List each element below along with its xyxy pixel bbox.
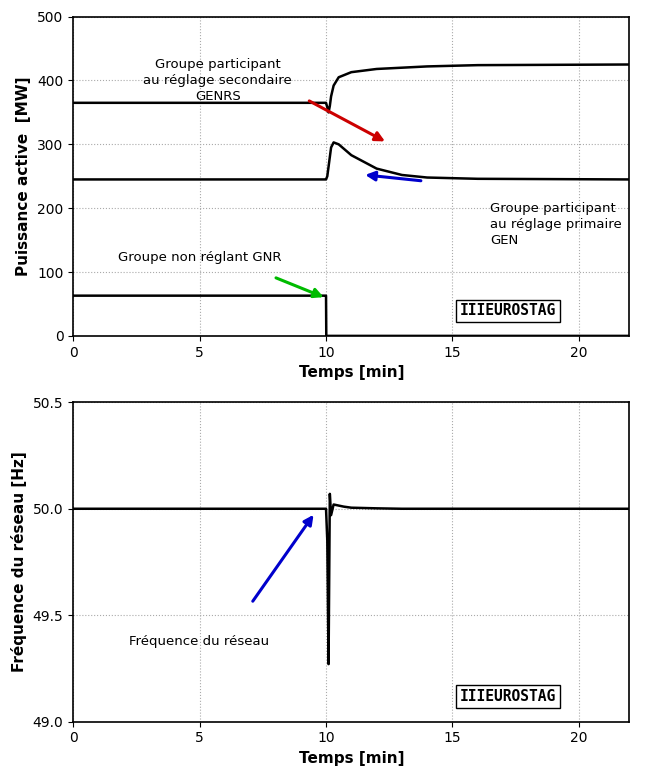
Text: Groupe participant
au réglage primaire
GEN: Groupe participant au réglage primaire G… xyxy=(490,202,622,247)
Y-axis label: Puissance active  [MW]: Puissance active [MW] xyxy=(16,76,32,276)
Text: Groupe participant
au réglage secondaire
GENRS: Groupe participant au réglage secondaire… xyxy=(144,58,292,103)
Y-axis label: Fréquence du réseau [Hz]: Fréquence du réseau [Hz] xyxy=(11,451,27,672)
Text: Fréquence du réseau: Fréquence du réseau xyxy=(129,636,269,648)
X-axis label: Temps [min]: Temps [min] xyxy=(298,365,404,380)
Text: IIIEUROSTAG: IIIEUROSTAG xyxy=(460,689,556,704)
X-axis label: Temps [min]: Temps [min] xyxy=(298,751,404,766)
Text: IIIEUROSTAG: IIIEUROSTAG xyxy=(460,303,556,319)
Text: Groupe non réglant GNR: Groupe non réglant GNR xyxy=(118,251,281,264)
